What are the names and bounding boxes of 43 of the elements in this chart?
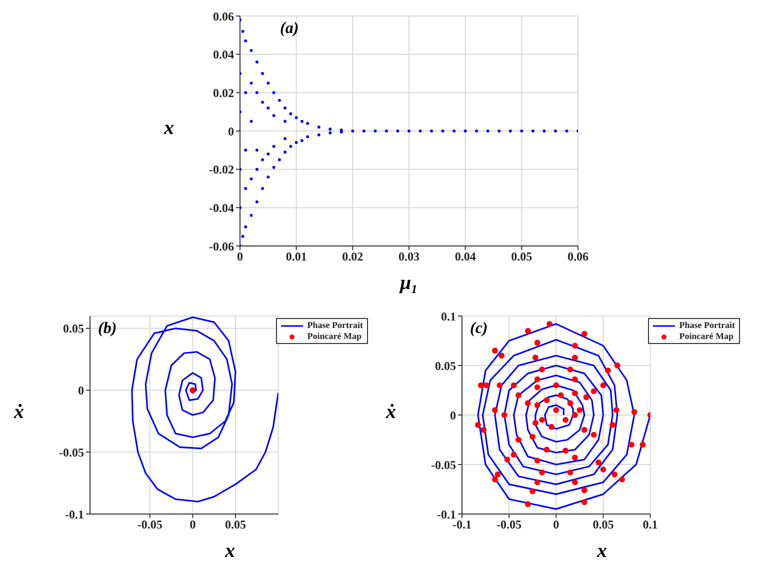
x-axis-title: x: [224, 540, 236, 563]
x-tick-label: 0.05: [592, 518, 614, 532]
y-tick-label: 0.06: [213, 9, 234, 24]
line-series: [131, 316, 278, 502]
y-tick-label: 0.05: [435, 358, 456, 373]
y-tick-label: -0.05: [431, 458, 456, 472]
chart-title: (c): [470, 320, 488, 338]
legend-label: Phase Portrait: [679, 320, 735, 331]
y-tick-label: -0.02: [209, 162, 234, 177]
x-tick-label: 0.03: [398, 250, 420, 264]
y-tick-label: 0.04: [213, 48, 234, 62]
y-tick-label: -0.1: [65, 507, 84, 522]
y-axis-title: ẋ: [386, 401, 396, 424]
x-tick-label: 0.02: [342, 250, 364, 264]
y-tick-label: 0.1: [441, 309, 456, 324]
x-axis-title: μ₁: [398, 272, 420, 295]
x-tick-label: 0: [190, 518, 196, 532]
chart-title: (a): [280, 20, 299, 38]
y-tick-label: -0.05: [59, 445, 84, 460]
x-axis-title: x: [596, 540, 608, 563]
legend-label: Phase Portrait: [307, 320, 363, 331]
legend-label: Poincaré Map: [679, 331, 734, 342]
chart-title: (b): [98, 320, 117, 338]
y-tick-label: 0: [450, 408, 456, 422]
y-tick-label: 0: [228, 124, 234, 138]
x-tick-label: 0.01: [286, 250, 307, 264]
x-tick-label: 0.04: [454, 250, 476, 264]
y-tick-label: 0: [78, 384, 84, 398]
x-tick-label: 0.05: [511, 250, 532, 264]
x-tick-label: -0.05: [496, 518, 522, 532]
x-tick-label: -0.05: [137, 518, 162, 532]
x-tick-label: 0: [237, 250, 243, 264]
x-tick-label: 0.05: [224, 518, 246, 532]
x-tick-label: 0.1: [642, 518, 658, 532]
x-tick-label: 0: [553, 518, 560, 532]
legend-label: Poincaré Map: [307, 331, 362, 342]
y-tick-label: -0.06: [209, 239, 234, 254]
y-tick-label: -0.04: [209, 200, 234, 215]
y-tick-label: 0.05: [63, 322, 84, 336]
y-tick-label: 0.02: [213, 86, 234, 100]
x-tick-label: 0.06: [568, 250, 588, 264]
y-axis-title: ẋ: [14, 401, 24, 424]
y-axis-title: x: [164, 117, 174, 140]
